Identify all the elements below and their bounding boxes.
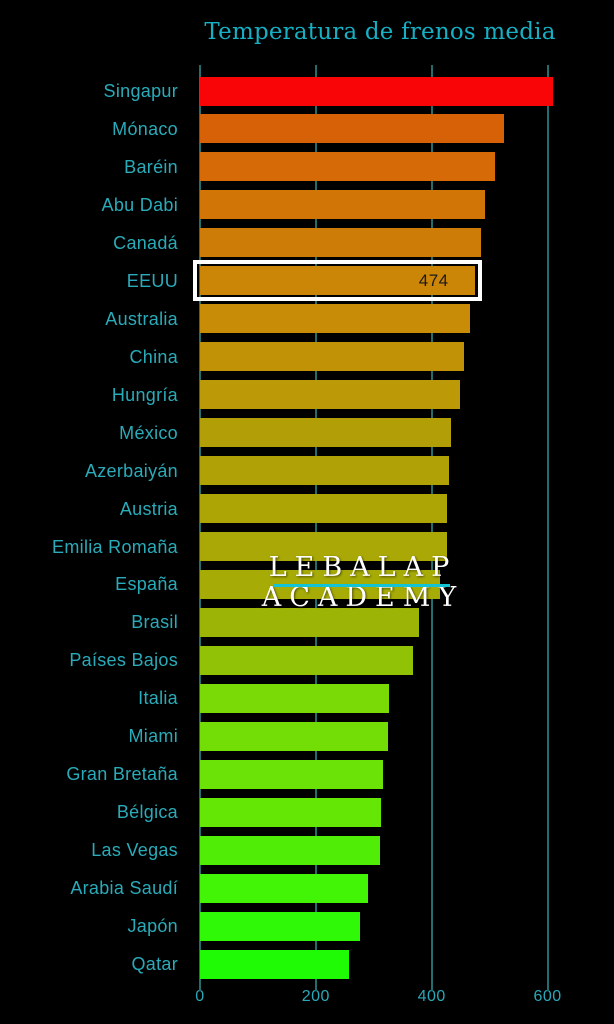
category-label: Australia [105, 308, 178, 329]
bar-azerbaiyán [200, 456, 449, 486]
category-label: Emilia Romaña [52, 536, 178, 557]
plot-area: 474 [193, 65, 565, 991]
category-label: Italia [138, 688, 178, 709]
category-label: España [115, 574, 178, 595]
axis-tick [546, 985, 549, 991]
bar-emilia-romaña [200, 532, 447, 562]
bar-baréin [200, 152, 496, 182]
bar-méxico [200, 418, 451, 448]
category-label: Austria [119, 498, 178, 519]
bar-bélgica [200, 797, 381, 827]
gridline [430, 65, 433, 985]
bar-gran-bretaña [200, 759, 383, 789]
bar-miami [200, 721, 388, 751]
axis-tick [199, 985, 201, 991]
watermark-divider [274, 584, 450, 587]
x-tick-label: 600 [533, 988, 562, 1005]
axis-tick [314, 985, 317, 991]
bar-qatar [200, 949, 350, 979]
gridline [546, 65, 549, 985]
category-label: Arabia Saudí [70, 878, 178, 899]
x-tick-label: 0 [195, 988, 205, 1005]
bar-singapur [200, 76, 554, 106]
bar-mónaco [200, 114, 505, 144]
bar-arabia-saudí [200, 873, 369, 903]
category-label: Japón [127, 916, 178, 937]
bar-italia [200, 683, 389, 713]
highlight-frame [193, 260, 482, 302]
bar-hungría [200, 380, 460, 410]
watermark: LEBALAP ACADEMY [250, 553, 470, 613]
category-label: Países Bajos [69, 650, 178, 671]
category-label: Las Vegas [91, 840, 178, 861]
bar-abu-dabi [200, 190, 486, 220]
x-tick-label: 400 [417, 988, 446, 1005]
category-label: EEUU [126, 270, 178, 291]
category-label: Abu Dabi [101, 194, 178, 215]
chart-title: Temperatura de frenos media [204, 19, 556, 45]
bar-canadá [200, 228, 481, 258]
category-label: México [119, 422, 178, 443]
category-label: Mónaco [112, 118, 178, 139]
bar-value-label: 474 [418, 271, 449, 291]
bar-australia [200, 304, 470, 334]
axis-tick [430, 985, 433, 991]
category-label: Hungría [111, 384, 178, 405]
category-label: Qatar [131, 954, 178, 975]
gridline [199, 65, 201, 985]
category-label: Canadá [113, 232, 178, 253]
bar-las-vegas [200, 835, 380, 865]
category-label: Baréin [124, 156, 178, 177]
bar-japón [200, 911, 360, 941]
bar-brasil [200, 607, 419, 637]
category-label: China [129, 346, 178, 367]
category-label: Bélgica [116, 802, 178, 823]
gridline [314, 65, 317, 985]
category-label: Azerbaiyán [84, 460, 178, 481]
category-label: Gran Bretaña [66, 764, 178, 785]
watermark-line2: ACADEMY [261, 582, 465, 613]
category-label: Miami [128, 726, 178, 747]
category-label: Singapur [103, 81, 178, 101]
bar-países-bajos [200, 645, 413, 675]
bar-eeuu: 474 [200, 266, 475, 296]
x-tick-label: 200 [301, 988, 330, 1005]
bar-china [200, 342, 464, 372]
category-label: Brasil [131, 612, 178, 633]
bar-austria [200, 494, 448, 524]
watermark-line1: LEBALAP [268, 552, 458, 583]
